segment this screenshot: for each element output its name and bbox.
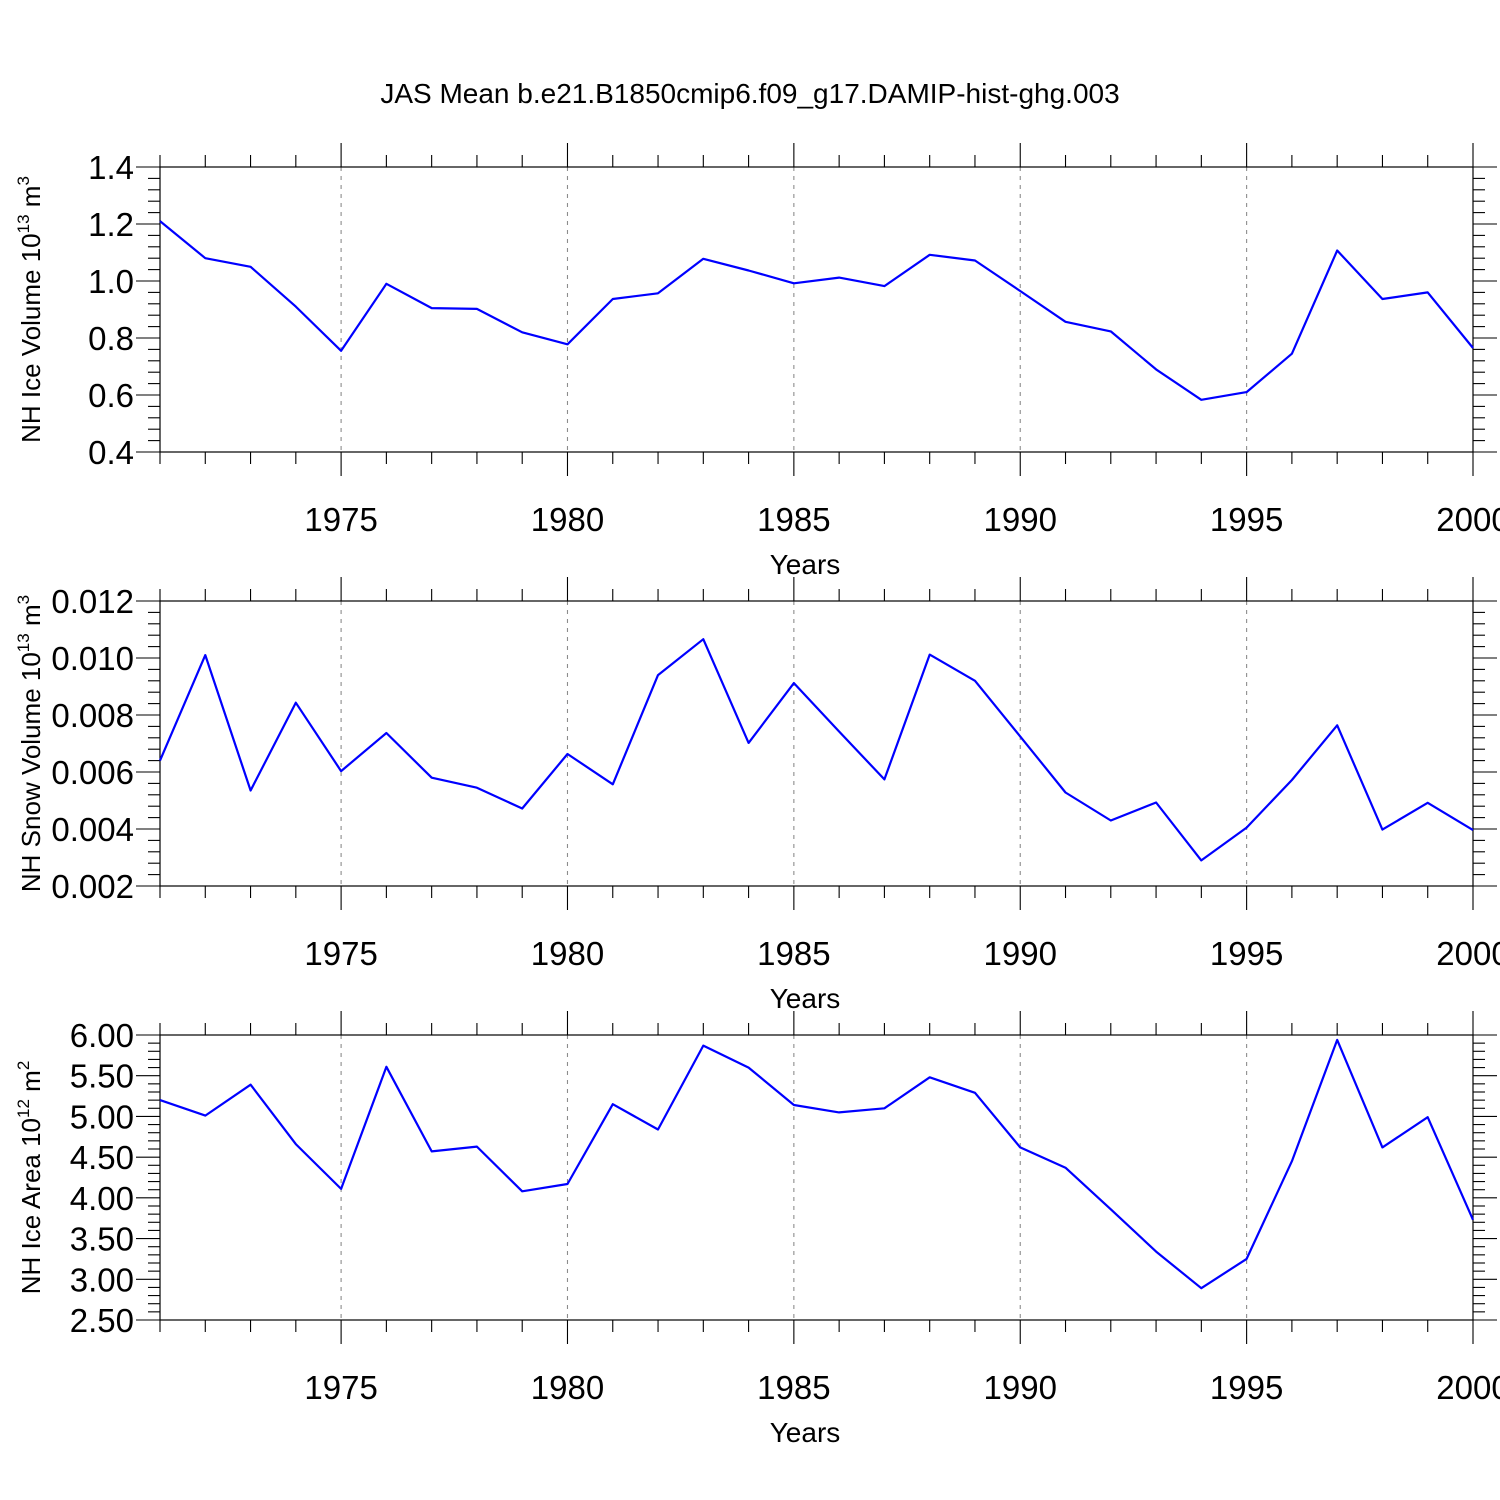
- x-tick-label: 1975: [304, 1369, 377, 1406]
- y-tick-label: 0.8: [88, 320, 134, 357]
- y-tick-label: 3.50: [70, 1221, 134, 1258]
- x-tick-label: 1980: [531, 501, 604, 538]
- x-tick-label: 1995: [1210, 1369, 1283, 1406]
- x-tick-label: 1990: [984, 935, 1057, 972]
- x-tick-label: 1995: [1210, 501, 1283, 538]
- y-axis-label: NH Ice Volume 1013 m3: [14, 176, 46, 443]
- series-line: [159, 220, 1474, 401]
- y-tick-label: 6.00: [70, 1017, 134, 1054]
- x-tick-label: 1975: [304, 935, 377, 972]
- y-tick-label: 3.00: [70, 1261, 134, 1298]
- x-tick-label: 1990: [984, 501, 1057, 538]
- x-tick-label: 1980: [531, 935, 604, 972]
- y-tick-label: 0.008: [51, 697, 134, 734]
- y-tick-label: 0.010: [51, 640, 134, 677]
- y-axis-label: NH Snow Volume 1013 m3: [14, 595, 46, 892]
- y-tick-label: 0.006: [51, 754, 134, 791]
- y-tick-label: 5.50: [70, 1058, 134, 1095]
- series-line: [159, 1038, 1475, 1290]
- x-tick-label: 1985: [757, 935, 830, 972]
- plot-frame: [159, 166, 1474, 453]
- y-tick-label: 5.00: [70, 1098, 134, 1135]
- y-tick-label: 4.50: [70, 1139, 134, 1176]
- x-tick-label: 2000: [1436, 1369, 1500, 1406]
- chart-panel-2: 0.002 0.004 0.006 0.008 0.010 0.012 1975 1980 19…: [14, 577, 1500, 1014]
- x-axis-label: Years: [770, 983, 841, 1014]
- y-tick-label: 1.4: [88, 149, 134, 186]
- y-tick-label: 0.6: [88, 377, 134, 414]
- x-axis-label: Years: [770, 1417, 841, 1448]
- x-tick-label: 1980: [531, 1369, 604, 1406]
- plot-frame: [159, 600, 1474, 887]
- chart-panel-1: 0.4 0.6 0.8 1.0 1.2 1.4 1975 1980 1985 1990 1995 20…: [14, 143, 1500, 580]
- series-line: [158, 638, 1474, 862]
- y-axis-label: NH Ice Area 1012 m2: [14, 1061, 46, 1295]
- x-axis-label: Years: [770, 549, 841, 580]
- chart-panel-3: 2.50 3.003.50 4.00 4.50 5.005.50 6.00 1975 1980…: [14, 1011, 1500, 1448]
- y-tick-label: 1.2: [88, 206, 134, 243]
- x-tick-label: 1990: [984, 1369, 1057, 1406]
- x-tick-label: 2000: [1436, 501, 1500, 538]
- y-tick-label: 0.004: [51, 811, 134, 848]
- y-tick-label: 2.50: [70, 1302, 134, 1339]
- plot-frame: [159, 1034, 1474, 1321]
- y-tick-label: 0.012: [51, 583, 134, 620]
- x-tick-label: 1975: [304, 501, 377, 538]
- x-tick-label: 2000: [1436, 935, 1500, 972]
- x-tick-label: 1995: [1210, 935, 1283, 972]
- x-tick-label: 1985: [757, 1369, 830, 1406]
- x-tick-label: 1985: [757, 501, 830, 538]
- y-tick-label: 0.002: [51, 868, 134, 905]
- y-tick-label: 0.4: [88, 434, 134, 471]
- chart-title: JAS Mean b.e21.B1850cmip6.f09_g17.DAMIP-…: [380, 78, 1119, 109]
- y-tick-label: 1.0: [88, 263, 134, 300]
- y-tick-label: 4.00: [70, 1180, 134, 1217]
